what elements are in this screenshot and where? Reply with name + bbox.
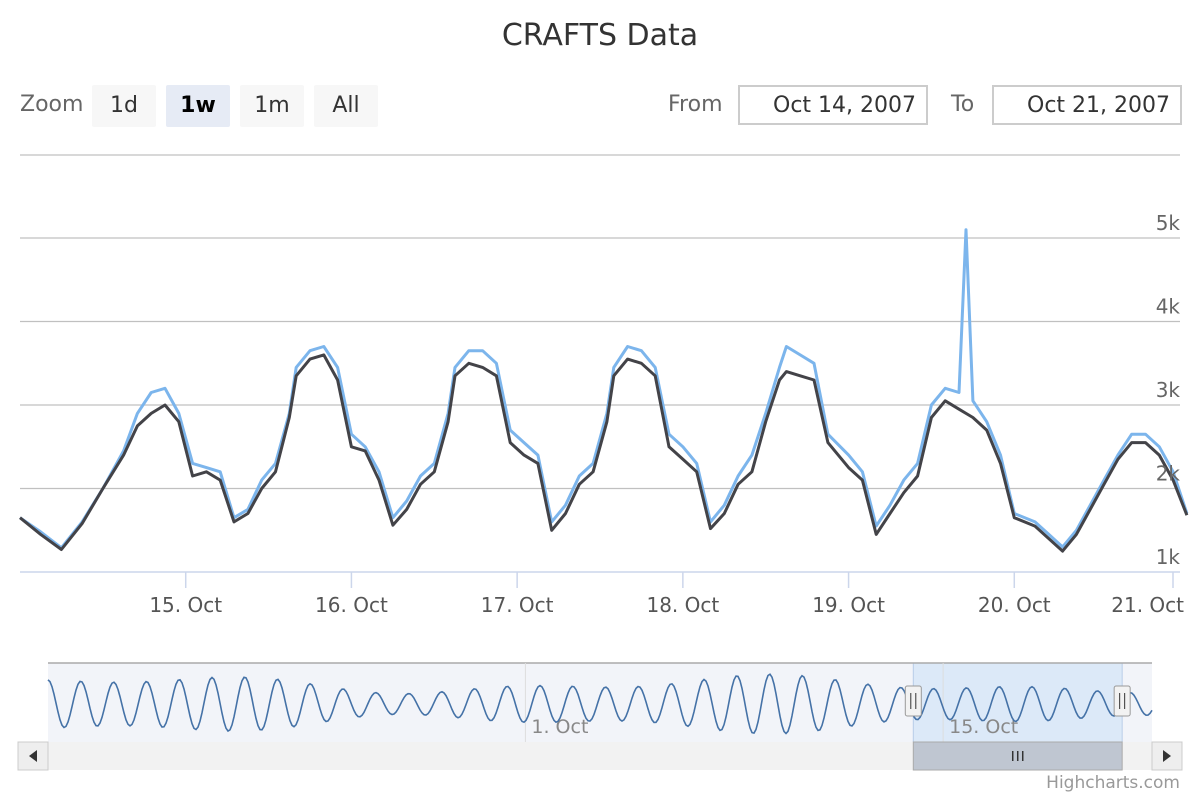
to-date-input[interactable]: [992, 85, 1182, 125]
navigator-tick-label: 1. Oct: [531, 716, 588, 738]
to-label: To: [951, 92, 975, 117]
x-tick-label: 17. Oct: [481, 593, 554, 617]
from-label: From: [668, 92, 723, 117]
zoom-label: Zoom: [20, 92, 84, 117]
navigator-series: [47, 673, 1153, 735]
y-tick-label: 2k: [1156, 462, 1181, 486]
y-tick-label: 3k: [1156, 378, 1181, 402]
x-axis: 15. Oct 16. Oct 17. Oct 18. Oct 19. Oct 20. O…: [20, 571, 1184, 617]
arrow-left-icon: [29, 750, 37, 762]
scrollbar[interactable]: [17, 741, 1183, 771]
series-line-2: [19, 353, 1189, 553]
x-tick-label: 15. Oct: [149, 593, 222, 617]
navigator-right-handle[interactable]: [1113, 685, 1131, 717]
chart-title: CRAFTS Data: [501, 18, 699, 53]
credits-link[interactable]: Highcharts.com: [1046, 773, 1180, 793]
zoom-all-button[interactable]: All: [314, 85, 378, 127]
navigator-mask[interactable]: [912, 662, 1123, 743]
zoom-1d-button[interactable]: 1d: [92, 85, 156, 127]
arrow-right-icon: [1163, 750, 1171, 762]
zoom-1w-button[interactable]: 1w: [166, 85, 230, 127]
x-tick-label: 18. Oct: [646, 593, 719, 617]
navigator-left-handle[interactable]: [904, 685, 922, 717]
y-axis: 1k 2k 3k 4k 5k: [1156, 211, 1181, 569]
y-tick-label: 4k: [1156, 295, 1181, 319]
y-tick-label: 5k: [1156, 211, 1181, 235]
from-date-input[interactable]: [738, 85, 928, 125]
x-tick-label: 16. Oct: [315, 593, 388, 617]
series-line-1: [19, 228, 1189, 550]
zoom-1m-button[interactable]: 1m: [240, 85, 304, 127]
grid-layer: [20, 154, 1180, 490]
x-tick-label: 19. Oct: [812, 593, 885, 617]
x-tick-label: 20. Oct: [978, 593, 1051, 617]
series-layer: [19, 228, 1189, 553]
navigator[interactable]: 1. Oct 15. Oct: [47, 662, 1153, 743]
x-tick-label: 21. Oct: [1111, 593, 1184, 617]
y-tick-label: 1k: [1156, 545, 1181, 569]
navigator-tick-label: 15. Oct: [949, 716, 1018, 738]
